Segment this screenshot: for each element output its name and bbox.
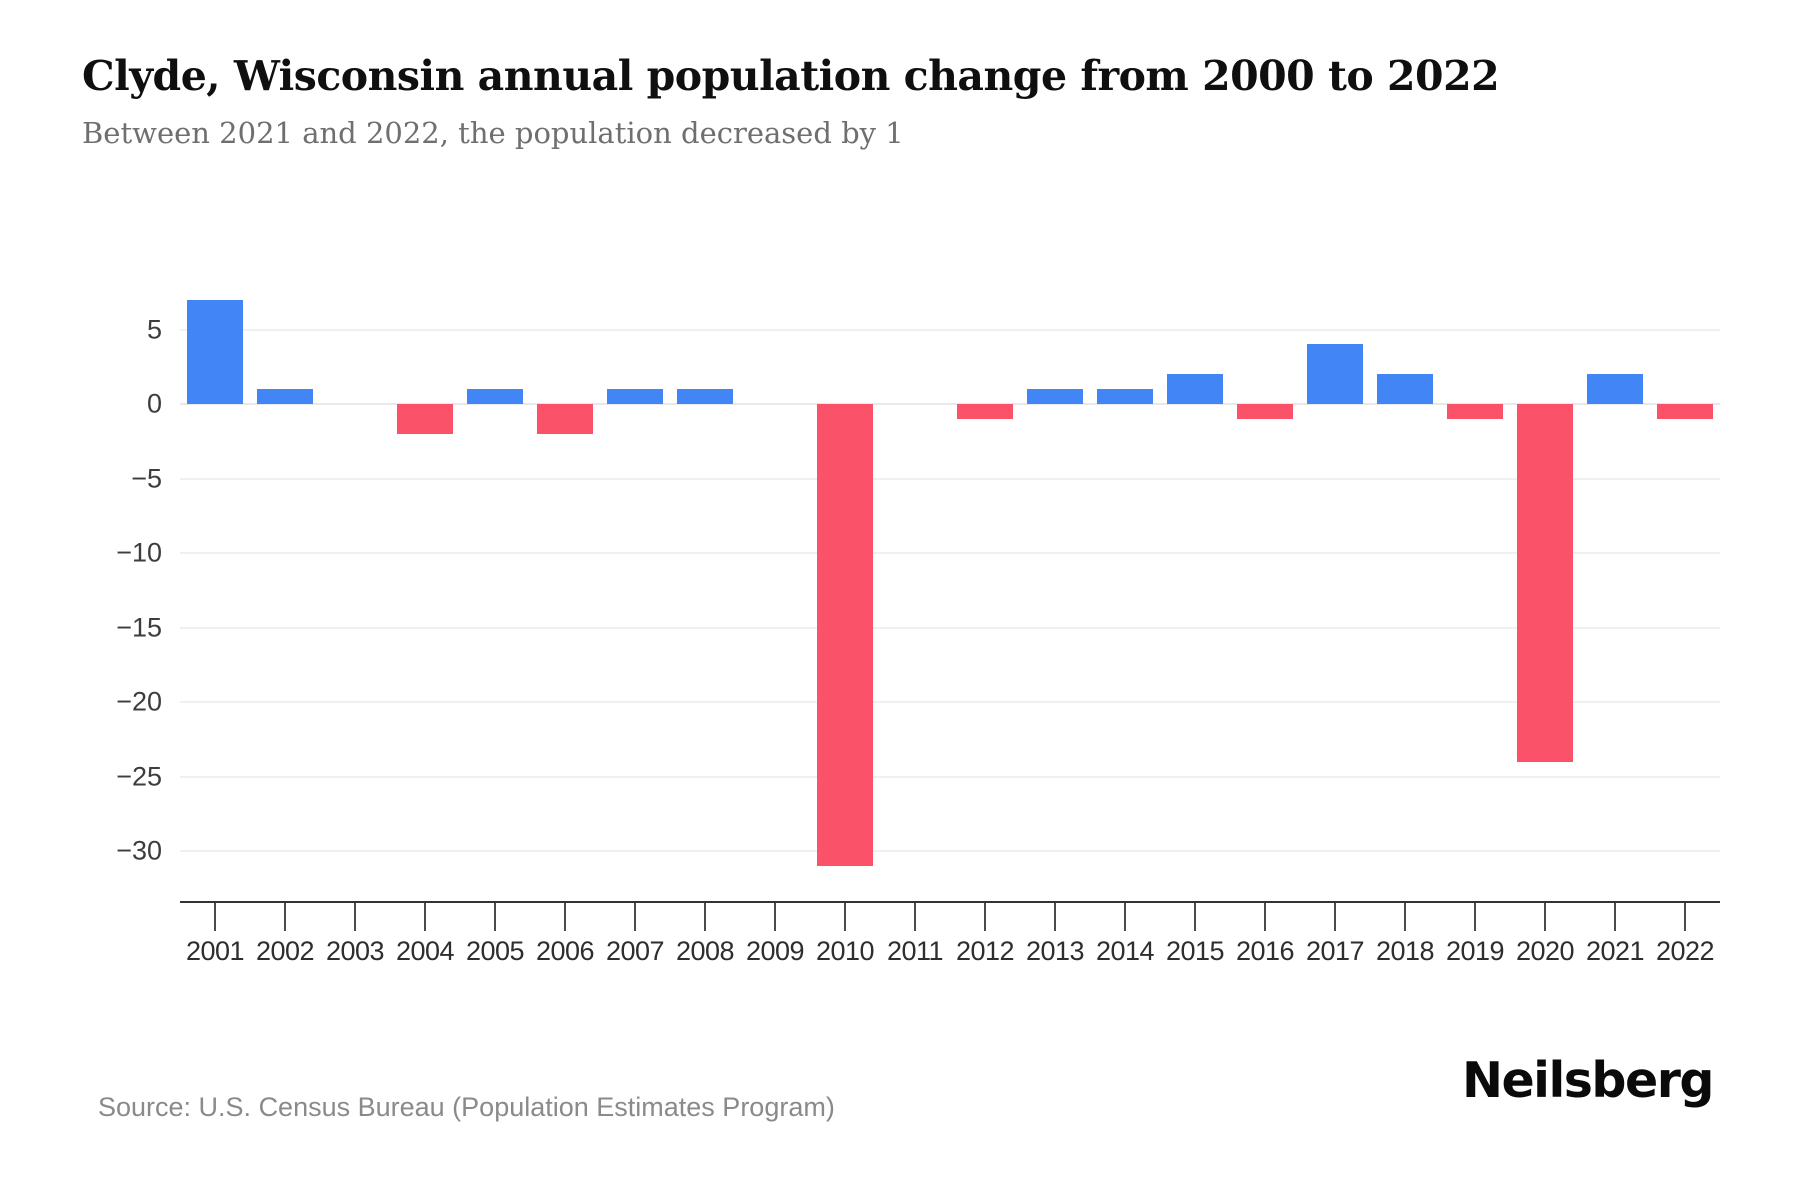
x-axis-line bbox=[180, 901, 1720, 903]
x-axis-tick bbox=[1334, 903, 1336, 931]
chart-title: Clyde, Wisconsin annual population chang… bbox=[82, 52, 1500, 100]
x-axis-tick bbox=[1544, 903, 1546, 931]
bar-2005 bbox=[467, 389, 523, 404]
bar-chart-plot-area: 5 0 −5 −10 −15 −20 −25 −30 2001 2002 2003 2004 2005 2… bbox=[116, 299, 1720, 966]
bar-2008 bbox=[677, 389, 733, 404]
y-tick-label: −15 bbox=[116, 612, 162, 642]
y-tick-label: 0 bbox=[146, 388, 162, 419]
y-tick-label: −20 bbox=[116, 686, 162, 717]
y-tick-label: −10 bbox=[116, 537, 162, 568]
y-tick-label: −5 bbox=[131, 463, 162, 493]
gridline-y--25 bbox=[180, 775, 1720, 778]
x-tick-label-2004: 2004 bbox=[395, 936, 455, 966]
x-tick-label-2021: 2021 bbox=[1585, 936, 1645, 966]
y-tick-label: 5 bbox=[146, 314, 162, 344]
bar-2018 bbox=[1377, 374, 1433, 404]
x-axis-tick bbox=[494, 903, 496, 931]
bar-2015 bbox=[1167, 374, 1223, 404]
x-axis-tick bbox=[214, 903, 216, 931]
bar-2002 bbox=[257, 389, 313, 404]
source-note: Source: U.S. Census Bureau (Population E… bbox=[98, 1092, 835, 1122]
x-axis-tick bbox=[914, 903, 916, 931]
x-axis-tick bbox=[1054, 903, 1056, 931]
y-tick-label: −30 bbox=[116, 835, 162, 866]
gridline-y-0 bbox=[180, 403, 1720, 405]
x-tick-label-2018: 2018 bbox=[1375, 936, 1435, 966]
x-tick-label-2006: 2006 bbox=[535, 936, 595, 966]
bar-2012 bbox=[957, 404, 1013, 419]
x-axis-tick bbox=[704, 903, 706, 931]
bar-2017 bbox=[1307, 344, 1363, 404]
x-tick-label-2014: 2014 bbox=[1095, 936, 1155, 966]
x-axis-tick bbox=[284, 903, 286, 931]
x-axis-tick bbox=[984, 903, 986, 931]
x-axis-tick bbox=[844, 903, 846, 931]
x-tick-label-2005: 2005 bbox=[465, 936, 525, 966]
x-axis-tick bbox=[1684, 903, 1686, 931]
bar-2013 bbox=[1027, 389, 1083, 404]
bar-2019 bbox=[1447, 404, 1503, 419]
x-tick-label-2019: 2019 bbox=[1445, 936, 1505, 966]
x-tick-label-2001: 2001 bbox=[185, 936, 245, 966]
x-axis-tick bbox=[1404, 903, 1406, 931]
y-tick-label: −25 bbox=[116, 761, 162, 791]
x-tick-label-2016: 2016 bbox=[1235, 936, 1295, 966]
brand-logo: Neilsberg bbox=[1461, 1052, 1715, 1109]
bar-2022 bbox=[1657, 404, 1713, 419]
bar-2014 bbox=[1097, 389, 1153, 404]
x-tick-label-2008: 2008 bbox=[675, 936, 735, 966]
x-tick-label-2007: 2007 bbox=[605, 936, 665, 966]
x-axis-tick bbox=[1614, 903, 1616, 931]
bar-2016 bbox=[1237, 404, 1293, 419]
x-axis-tick bbox=[354, 903, 356, 931]
gridline-y-5 bbox=[180, 328, 1720, 331]
x-axis-tick bbox=[1264, 903, 1266, 931]
bar-2001 bbox=[187, 299, 243, 404]
bar-2010 bbox=[817, 404, 873, 866]
x-axis-tick bbox=[424, 903, 426, 931]
chart-subtitle: Between 2021 and 2022, the population de… bbox=[82, 116, 904, 150]
bar-2021 bbox=[1587, 374, 1643, 404]
x-tick-label-2015: 2015 bbox=[1165, 936, 1225, 966]
x-tick-label-2013: 2013 bbox=[1025, 936, 1085, 966]
x-tick-label-2010: 2010 bbox=[815, 936, 875, 966]
x-axis-tick bbox=[774, 903, 776, 931]
gridline-y--30 bbox=[180, 850, 1720, 852]
x-axis-tick bbox=[1194, 903, 1196, 931]
gridline-y--15 bbox=[180, 626, 1720, 629]
x-axis-tick bbox=[1474, 903, 1476, 931]
x-tick-label-2012: 2012 bbox=[955, 936, 1015, 966]
x-axis-tick bbox=[564, 903, 566, 931]
gridline-y--5 bbox=[180, 477, 1720, 480]
bar-2006 bbox=[537, 404, 593, 434]
bar-2004 bbox=[397, 404, 453, 434]
x-tick-label-2003: 2003 bbox=[325, 936, 385, 966]
x-tick-label-2017: 2017 bbox=[1305, 936, 1365, 966]
gridline-y--10 bbox=[180, 552, 1720, 554]
gridline-y--20 bbox=[180, 701, 1720, 703]
bar-2007 bbox=[607, 389, 663, 404]
x-tick-label-2022: 2022 bbox=[1655, 936, 1715, 966]
x-tick-label-2002: 2002 bbox=[255, 936, 315, 966]
x-tick-label-2020: 2020 bbox=[1515, 936, 1575, 966]
x-tick-label-2011: 2011 bbox=[886, 936, 944, 966]
x-axis-tick bbox=[634, 903, 636, 931]
x-tick-label-2009: 2009 bbox=[745, 936, 805, 966]
bar-2020 bbox=[1517, 404, 1573, 762]
x-axis-tick bbox=[1124, 903, 1126, 931]
